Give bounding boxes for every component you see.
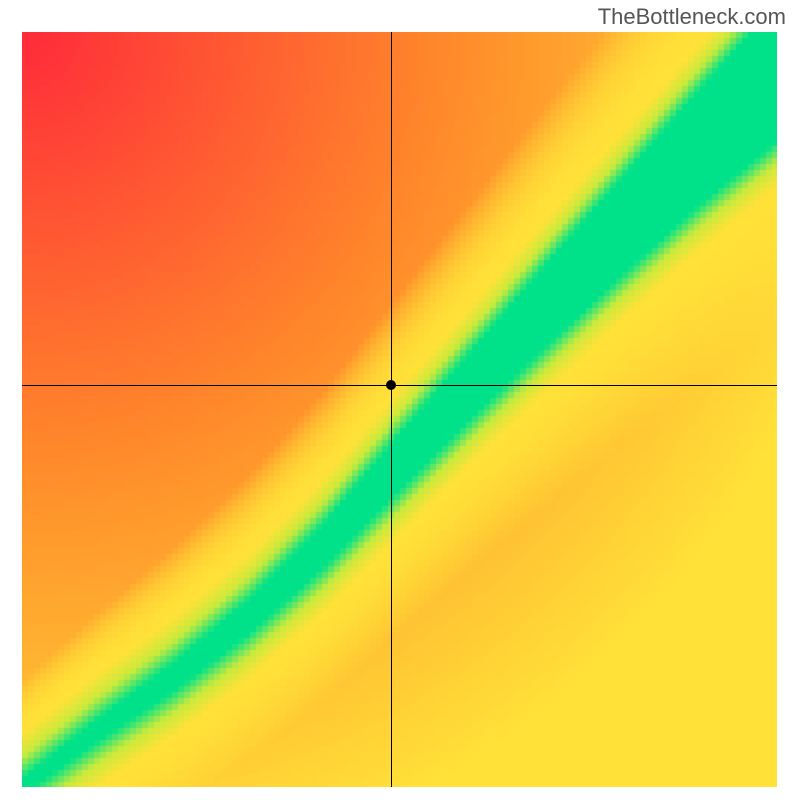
- watermark-text: TheBottleneck.com: [598, 4, 786, 30]
- heatmap-canvas: [22, 32, 777, 787]
- crosshair-marker: [386, 380, 396, 390]
- crosshair-horizontal: [22, 385, 777, 386]
- chart-plot-area: [22, 32, 777, 787]
- chart-container: TheBottleneck.com: [0, 0, 800, 800]
- crosshair-vertical: [391, 32, 392, 787]
